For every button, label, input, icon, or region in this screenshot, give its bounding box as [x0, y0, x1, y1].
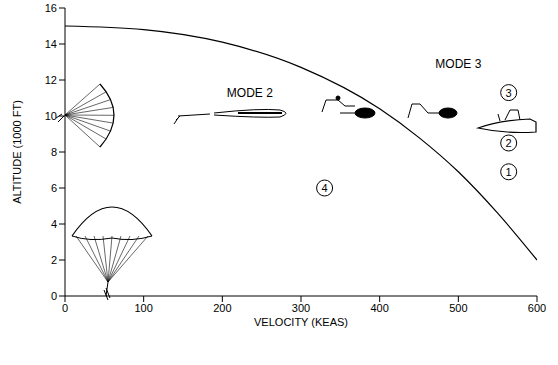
svg-text:8: 8 [51, 146, 57, 158]
svg-text:0: 0 [62, 302, 68, 314]
svg-text:600: 600 [528, 302, 546, 314]
svg-text:6: 6 [51, 182, 57, 194]
svg-text:10: 10 [45, 110, 57, 122]
svg-text:MODE 2: MODE 2 [227, 86, 273, 100]
svg-text:16: 16 [45, 2, 57, 14]
svg-text:2: 2 [51, 254, 57, 266]
svg-text:2: 2 [506, 137, 512, 149]
svg-text:12: 12 [45, 74, 57, 86]
svg-text:500: 500 [449, 302, 467, 314]
svg-text:ALTITUDE (1000 FT): ALTITUDE (1000 FT) [11, 100, 23, 204]
svg-text:3: 3 [506, 87, 512, 99]
svg-text:1: 1 [506, 166, 512, 178]
svg-text:300: 300 [292, 302, 310, 314]
svg-text:0: 0 [51, 290, 57, 302]
svg-text:14: 14 [45, 38, 57, 50]
svg-text:4: 4 [322, 182, 328, 194]
svg-text:100: 100 [134, 302, 152, 314]
svg-text:200: 200 [213, 302, 231, 314]
svg-text:MODE 3: MODE 3 [435, 57, 481, 71]
svg-text:4: 4 [51, 218, 57, 230]
svg-text:400: 400 [370, 302, 388, 314]
svg-text:VELOCITY (KEAS): VELOCITY (KEAS) [254, 316, 348, 328]
